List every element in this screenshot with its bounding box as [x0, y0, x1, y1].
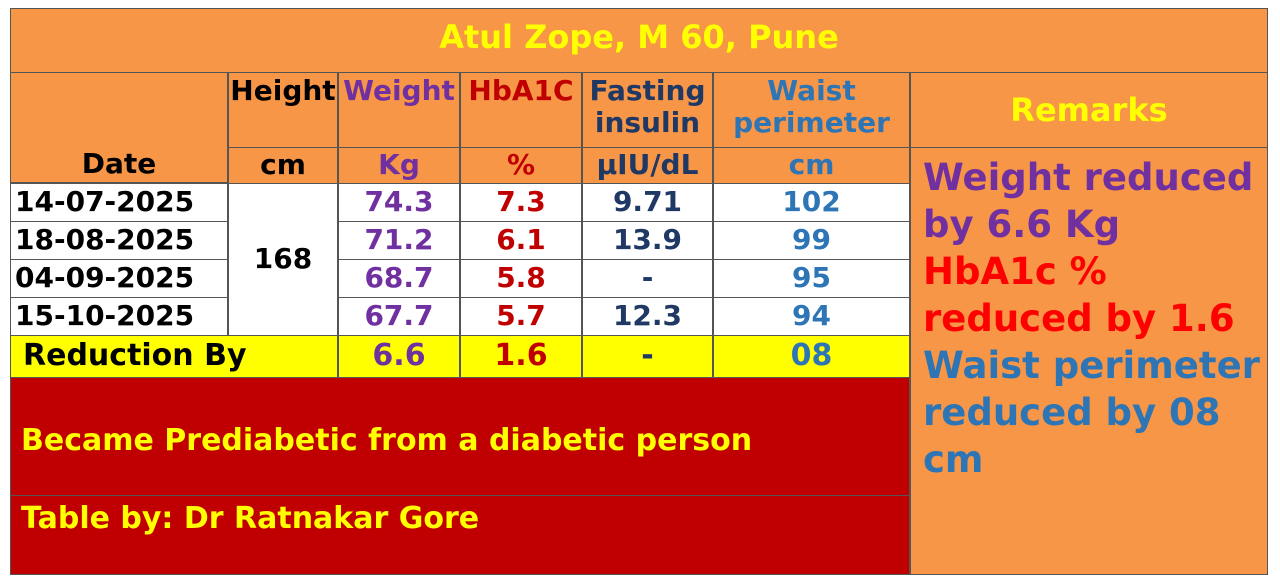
remarks-body: Weight reduced by 6.6 Kg HbA1c % reduced … [910, 147, 1268, 575]
reduction-label: Reduction By [10, 335, 338, 378]
unit-header: µIU/dL [582, 147, 713, 184]
value-cell: 74.3 [338, 183, 460, 222]
note: Table by: Dr Ratnakar Gore [10, 495, 910, 575]
column-header: Weight [338, 72, 460, 148]
value-cell: 67.7 [338, 297, 460, 336]
date-cell: 14-07-2025 [10, 183, 228, 222]
note: Became Prediabetic from a diabetic perso… [10, 377, 910, 496]
column-header: HbA1C [460, 72, 582, 148]
value-cell: 99 [713, 221, 910, 260]
value-cell: 94 [713, 297, 910, 336]
date-header: Date [10, 72, 228, 183]
value-cell: 12.3 [582, 297, 713, 336]
value-cell: 68.7 [338, 259, 460, 298]
date-cell: 15-10-2025 [10, 297, 228, 336]
unit-header: cm [713, 147, 910, 184]
reduction-value: 6.6 [338, 335, 460, 378]
height-value: 168 [228, 183, 338, 336]
value-cell: 71.2 [338, 221, 460, 260]
value-cell: 9.71 [582, 183, 713, 222]
value-cell: 5.8 [460, 259, 582, 298]
remark: Waist perimeter reduced by 08 cm [923, 344, 1260, 481]
value-cell: - [582, 259, 713, 298]
remark: Weight reduced by 6.6 Kg [923, 156, 1254, 246]
title: Atul Zope, M 60, Pune [10, 8, 1268, 73]
date-cell: 18-08-2025 [10, 221, 228, 260]
unit-header: % [460, 147, 582, 184]
unit-header: Kg [338, 147, 460, 184]
column-header: Waist perimeter [713, 72, 910, 148]
column-header: Height [228, 72, 338, 148]
remarks-header: Remarks [910, 72, 1268, 148]
value-cell: 102 [713, 183, 910, 222]
reduction-value: 08 [713, 335, 910, 378]
column-header: Fasting insulin [582, 72, 713, 148]
value-cell: 7.3 [460, 183, 582, 222]
value-cell: 5.7 [460, 297, 582, 336]
value-cell: 95 [713, 259, 910, 298]
reduction-value: 1.6 [460, 335, 582, 378]
value-cell: 13.9 [582, 221, 713, 260]
remark: HbA1c % reduced by 1.6 [923, 250, 1235, 340]
value-cell: 6.1 [460, 221, 582, 260]
unit-header: cm [228, 147, 338, 184]
reduction-value: - [582, 335, 713, 378]
date-cell: 04-09-2025 [10, 259, 228, 298]
